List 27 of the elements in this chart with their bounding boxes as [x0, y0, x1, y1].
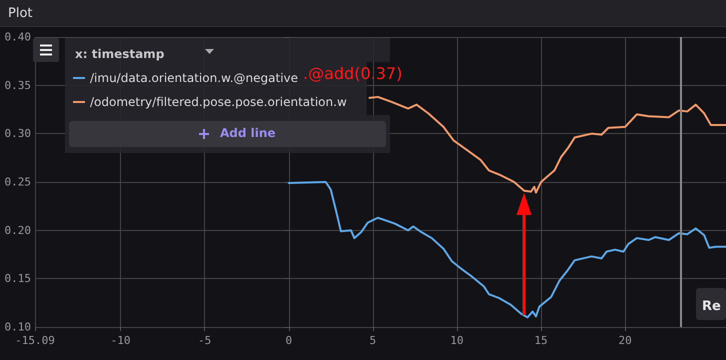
annotation: Re [702, 299, 721, 314]
y-tick-label: 0.30 [4, 127, 31, 140]
y-tick-label: 0.15 [4, 272, 31, 286]
x-tick-label: -5 [198, 334, 212, 347]
y-tick-label: 0.20 [4, 224, 31, 237]
chart-title: Plot [0, 0, 726, 27]
y-tick-label: 0.25 [4, 176, 31, 188]
y-tick-label: 0.35 [4, 78, 31, 92]
line-series [368, 96, 726, 194]
annotation: x: timestamp [75, 47, 164, 61]
x-tick-label: 15 [534, 334, 548, 347]
x-tick-label: -15.09 [15, 334, 55, 347]
legend-label: /odometry/filtered.pose.pose.orientation.w [90, 95, 347, 109]
y-tick-label: 0.10 [4, 320, 31, 334]
x-tick-label: 0 [285, 334, 292, 347]
y-tick-label: 0.40 [4, 30, 31, 44]
x-tick-label: -10 [110, 334, 131, 347]
legend-label: /imu/data.orientation.w.@negative [90, 71, 298, 85]
axis-selector: x: timestamp [65, 38, 390, 62]
x-tick-label: 5 [370, 334, 376, 347]
line-series [288, 181, 726, 318]
annotation: .@add(0.37) [303, 64, 402, 83]
annotation: Add line [220, 126, 276, 140]
add-button: Add line [69, 121, 386, 147]
button: Re [696, 288, 726, 320]
x-tick-label: 10 [450, 334, 464, 347]
x-tick-label: 20 [618, 334, 632, 347]
